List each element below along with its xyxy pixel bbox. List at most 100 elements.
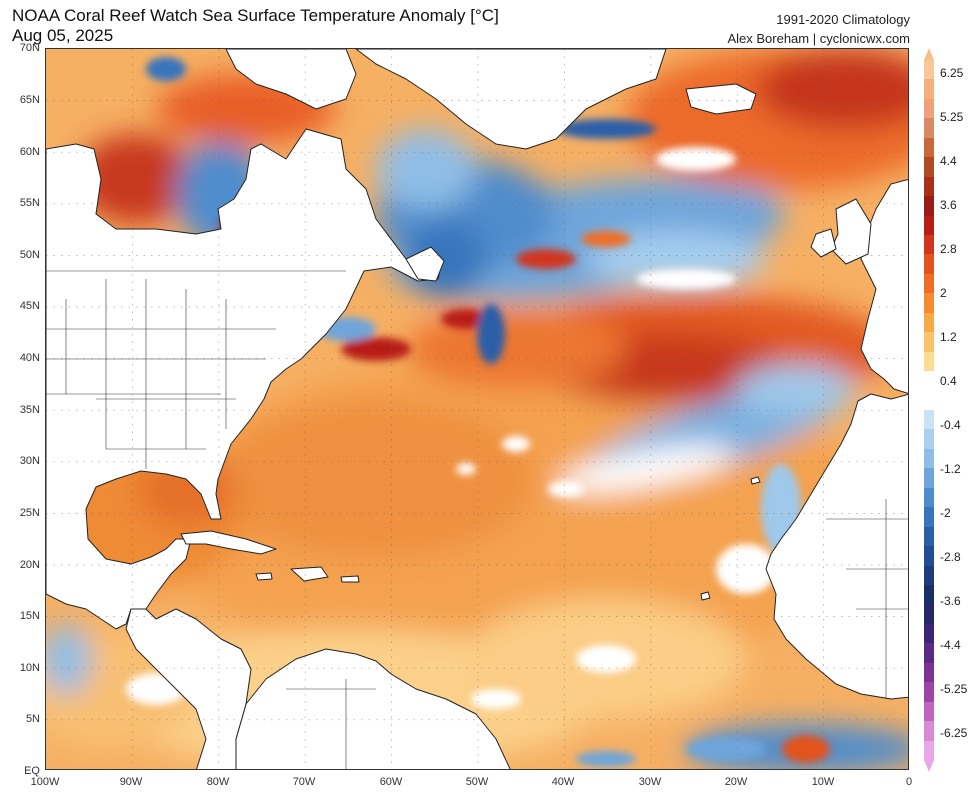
landmass-newfoundland <box>405 246 445 282</box>
landmass-africa <box>765 393 908 700</box>
colorbar-label-neg-4.4: -4.4 <box>940 638 961 652</box>
colorbar-label-neg-2.8: -2.8 <box>940 550 961 564</box>
lat-label-55n: 55N <box>19 197 40 209</box>
landmass-ireland <box>810 228 837 258</box>
colorbar-label-neg-2: -2 <box>940 506 951 520</box>
colorbar-label-6.25: 6.25 <box>940 66 964 80</box>
colorbar <box>924 60 934 761</box>
colorbar-segment <box>924 585 934 606</box>
colorbar-segment <box>924 740 934 761</box>
colorbar-segment <box>924 429 934 450</box>
landmass-north-america <box>46 128 442 630</box>
colorbar-segment <box>924 293 934 314</box>
colorbar-segment <box>924 254 934 275</box>
lat-label-30n: 30N <box>19 455 40 467</box>
colorbar-segment <box>924 526 934 547</box>
colorbar-segment <box>924 643 934 664</box>
lat-label-40n: 40N <box>19 352 40 364</box>
colorbar-segment <box>924 721 934 742</box>
lon-label-100w: 100W <box>30 776 60 788</box>
lat-label-15n: 15N <box>19 610 40 622</box>
lon-label-60w: 60W <box>379 776 403 788</box>
colorbar-segment <box>924 701 934 722</box>
colorbar-segment <box>924 273 934 294</box>
colorbar-label-0.4: 0.4 <box>940 374 957 388</box>
lon-label-0: 0 <box>905 776 913 788</box>
colorbar-segment <box>924 176 934 197</box>
colorbar-cap-bottom <box>924 760 934 772</box>
landmass-canary <box>750 476 761 485</box>
lat-label-20n: 20N <box>19 559 40 571</box>
lon-label-40w: 40W <box>551 776 575 788</box>
landmass-hispaniola <box>290 566 329 582</box>
lat-label-35n: 35N <box>19 404 40 416</box>
map-date: Aug 05, 2025 <box>12 26 114 45</box>
credit-block: 1991-2020 Climatology Alex Boreham | cyc… <box>727 10 910 48</box>
colorbar-segment <box>924 565 934 586</box>
colorbar-segment <box>924 79 934 100</box>
lat-label-50n: 50N <box>19 249 40 261</box>
land <box>46 49 908 769</box>
graticule <box>46 49 908 769</box>
lat-label-60n: 60N <box>19 146 40 158</box>
colorbar-segment <box>924 215 934 236</box>
colorbar-label-neg-3.6: -3.6 <box>940 594 961 608</box>
landmass-europe <box>860 179 908 394</box>
colorbar-segment <box>924 196 934 217</box>
colorbar-segment <box>924 448 934 469</box>
colorbar-segment <box>924 662 934 683</box>
colorbar-segment <box>924 157 934 178</box>
lat-label-65n: 65N <box>19 94 40 106</box>
colorbar-cap-top <box>924 48 934 60</box>
climatology-label: 1991-2020 Climatology <box>776 12 910 27</box>
colorbar-segment <box>924 351 934 372</box>
colorbar-label-neg-6.25: -6.25 <box>940 726 968 740</box>
colorbar-segment <box>924 682 934 703</box>
colorbar-segment <box>924 468 934 489</box>
colorbar-segment <box>924 312 934 333</box>
colorbar-segment <box>924 332 934 353</box>
colorbar-label-neg-1.2: -1.2 <box>940 462 961 476</box>
lon-label-30w: 30W <box>638 776 662 788</box>
colorbar-segment <box>924 410 934 431</box>
map-canvas <box>46 49 908 769</box>
colorbar-segment <box>924 118 934 139</box>
colorbar-label-neg-0.4: -0.4 <box>940 418 961 432</box>
colorbar-segment <box>924 371 934 392</box>
landmass-baffin <box>225 49 357 110</box>
lon-label-90w: 90W <box>119 776 143 788</box>
lat-label-45n: 45N <box>19 300 40 312</box>
colorbar-label-1.2: 1.2 <box>940 330 957 344</box>
colorbar-label-5.25: 5.25 <box>940 110 964 124</box>
map-title: NOAA Coral Reef Watch Sea Surface Temper… <box>12 6 499 25</box>
landmass-south-america <box>235 648 511 769</box>
colorbar-label-4.4: 4.4 <box>940 154 957 168</box>
colorbar-label-2.8: 2.8 <box>940 242 957 256</box>
colorbar-label-neg-5.25: -5.25 <box>940 682 968 696</box>
lat-label-5n: 5N <box>25 713 40 725</box>
lon-label-20w: 20W <box>724 776 748 788</box>
lon-label-70w: 70W <box>292 776 316 788</box>
landmass-puerto-rico <box>340 575 360 583</box>
lat-label-10n: 10N <box>19 662 40 674</box>
lat-label-70n: 70N <box>19 42 40 54</box>
colorbar-segment <box>924 604 934 625</box>
lon-label-10w: 10W <box>811 776 835 788</box>
author-credit: Alex Boreham | cyclonicwx.com <box>727 31 910 46</box>
landmass-central-america <box>125 608 252 769</box>
colorbar-segment <box>924 623 934 644</box>
landmass-cape-verde <box>700 591 711 601</box>
lat-label-eq: EQ <box>24 765 40 777</box>
landmass-cuba <box>180 530 277 555</box>
landmass-britain <box>830 198 872 265</box>
colorbar-segment <box>924 235 934 256</box>
colorbar-label-3.6: 3.6 <box>940 198 957 212</box>
colorbar-segment <box>924 60 934 81</box>
lat-label-25n: 25N <box>19 507 40 519</box>
colorbar-segment <box>924 507 934 528</box>
colorbar-label-2: 2 <box>940 286 947 300</box>
landmass-iceland <box>685 83 757 115</box>
colorbar-segment <box>924 487 934 508</box>
landmass-greenland <box>355 49 667 150</box>
colorbar-segment <box>924 98 934 119</box>
